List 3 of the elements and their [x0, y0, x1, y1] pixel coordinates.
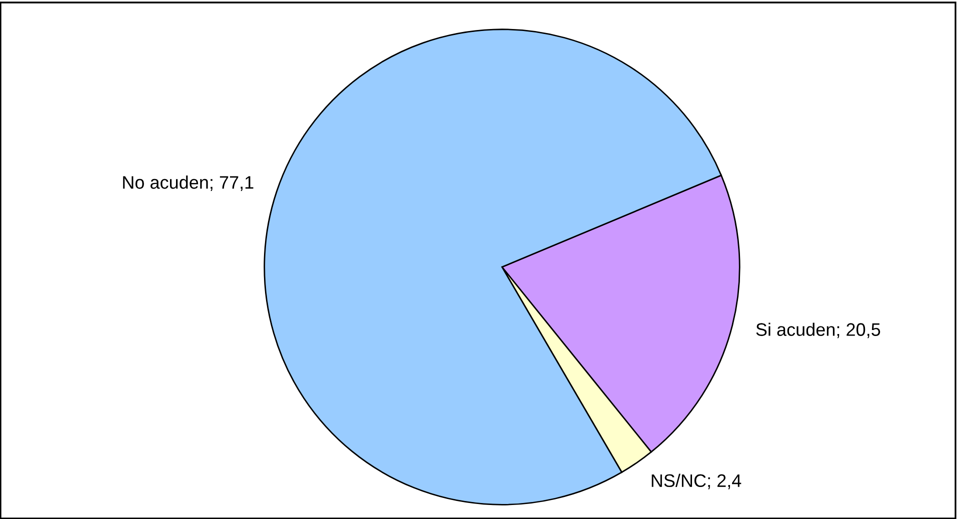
slice-label: Si acuden; 20,5	[756, 322, 880, 338]
slice-label: NS/NC; 2,4	[652, 474, 742, 490]
slice-label: No acuden; 77,1	[123, 176, 254, 191]
